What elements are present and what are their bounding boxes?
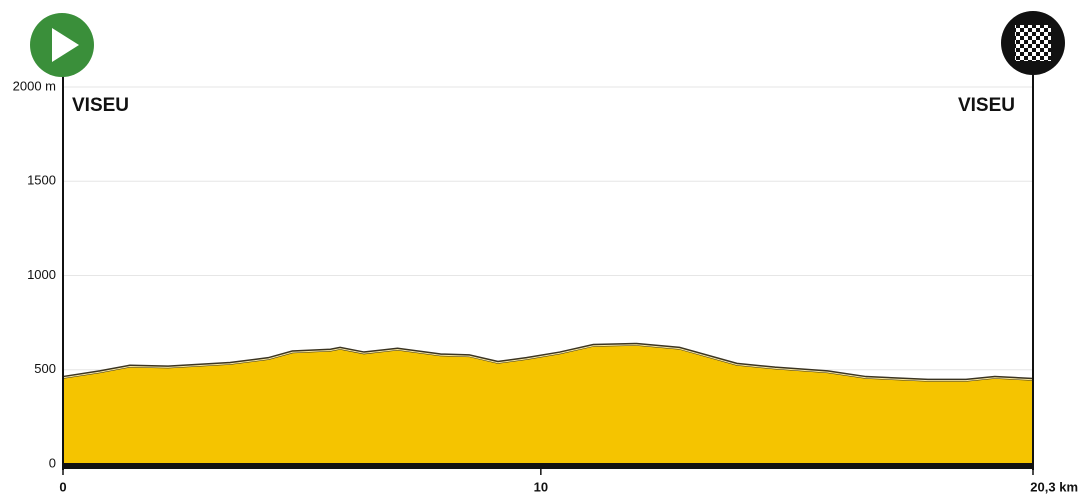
start-arrow [52, 28, 79, 62]
y-tick-label: 1000 [27, 267, 56, 282]
x-tick-label: 0 [59, 479, 66, 494]
y-tick-label: 0 [49, 455, 56, 470]
x-tick-label: 10 [534, 479, 548, 494]
baseline-bar [62, 463, 1034, 469]
profile [62, 342, 1034, 464]
elevation-area [63, 344, 1033, 464]
finish-flag [1015, 25, 1051, 61]
y-tick-label: 1500 [27, 173, 56, 188]
start-label: VISEU [72, 95, 129, 116]
elevation-outline-inner [62, 344, 1034, 382]
y-tick-label: 500 [34, 361, 56, 376]
x-tick-label: 20,3 km [1030, 479, 1078, 494]
finish-label: VISEU [958, 95, 1015, 116]
y-tick-label: 2000 m [13, 78, 56, 93]
